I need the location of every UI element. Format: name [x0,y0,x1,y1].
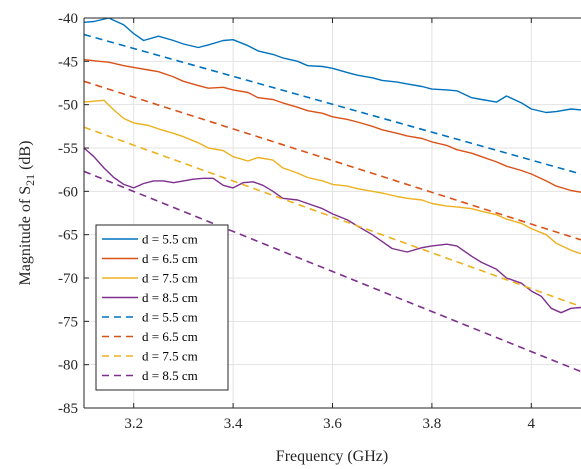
series-line-8 [84,170,581,373]
x-axis-label: Frequency (GHz) [276,448,388,465]
y-tick-label: -65 [58,228,78,244]
y-axis-label-subscript: 21 [23,174,37,186]
series-line-1 [84,18,581,114]
legend-label: d = 7.5 cm [142,271,198,286]
legend: d = 5.5 cm d = 6.5 cm d = 7.5 cm d = 8.5 cm… [95,224,229,391]
series-lines [84,18,581,373]
legend-box [95,224,229,391]
legend-label: d = 6.5 cm [142,329,198,344]
x-tick-label: 4 [528,416,536,432]
y-tick-label: -80 [58,358,78,374]
series-line-2 [84,58,581,193]
legend-label: d = 5.5 cm [142,232,198,247]
y-tick-label: -60 [58,184,78,200]
legend-label: d = 7.5 cm [142,349,198,364]
y-axis-label: Magnitude of S21 (dB) [17,141,37,286]
legend-label: d = 8.5 cm [142,290,198,305]
y-tick-label: -85 [58,401,78,417]
x-tick-label: 3.4 [224,416,243,432]
y-axis-label-unit: (dB) [17,141,34,174]
x-tick-label: 3.6 [323,416,342,432]
y-tick-label: -55 [58,141,78,157]
x-tick-label: 3.2 [124,416,143,432]
legend-label: d = 5.5 cm [142,310,198,325]
tick-labels: 3.2 3.4 3.6 3.8 4 -85 -80 -75 -70 -65 -60 -55 -50 -45… [58,11,536,432]
series-line-5 [84,33,581,175]
legend-label: d = 8.5 cm [142,368,198,383]
y-tick-label: -70 [58,271,78,287]
x-tick-label: 3.8 [423,416,442,432]
axes [83,17,581,409]
y-tick-label: -45 [58,54,78,70]
legend-label: d = 6.5 cm [142,251,198,266]
y-tick-label: -50 [58,98,78,114]
series-line-3 [84,99,581,255]
y-tick-label: -40 [58,11,78,27]
series-line-7 [84,126,581,308]
y-tick-label: -75 [58,314,78,330]
y-axis-label-main: Magnitude of S [17,186,34,286]
series-line-4 [84,147,581,314]
series-line-6 [84,80,581,241]
